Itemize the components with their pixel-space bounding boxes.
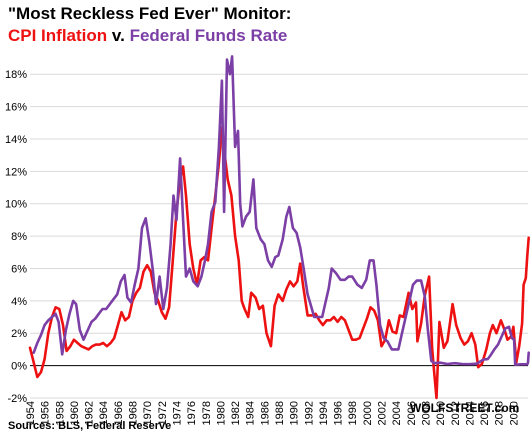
x-tick-label: 2004 xyxy=(391,401,403,425)
x-tick-label: 1960 xyxy=(69,401,81,425)
x-tick-label: 2018 xyxy=(494,401,506,425)
x-tick-label: 1964 xyxy=(98,401,110,425)
y-tick-label: 2% xyxy=(11,328,27,340)
x-tick-label: 1998 xyxy=(347,401,359,425)
chart-title: "Most Reckless Fed Ever" Monitor: CPI In… xyxy=(8,4,291,46)
x-tick-label: 1974 xyxy=(172,401,184,425)
x-tick-label: 2006 xyxy=(406,401,418,425)
y-tick-label: 12% xyxy=(5,166,27,178)
subtitle-cpi-label: CPI Inflation xyxy=(8,26,108,45)
y-tick-label: 6% xyxy=(11,263,27,275)
x-tick-label: 1988 xyxy=(274,401,286,425)
x-tick-label: 2012 xyxy=(450,401,462,425)
y-tick-label: 10% xyxy=(5,199,27,211)
x-tick-label: 1968 xyxy=(128,401,140,425)
x-tick-label: 1986 xyxy=(259,401,271,425)
x-tick-label: 1956 xyxy=(40,401,52,425)
x-tick-label: 1984 xyxy=(245,401,257,425)
x-tick-label: 2014 xyxy=(464,401,476,425)
y-tick-label: 4% xyxy=(11,296,27,308)
x-tick-label: 2010 xyxy=(435,401,447,425)
x-tick-label: 2008 xyxy=(421,401,433,425)
y-tick-label: 16% xyxy=(5,102,27,114)
subtitle-ffr-label: Federal Funds Rate xyxy=(129,26,288,45)
y-tick-label: 0% xyxy=(11,361,27,373)
x-tick-label: 1990 xyxy=(289,401,301,425)
x-tick-label: 1996 xyxy=(333,401,345,425)
y-tick-label: 14% xyxy=(5,134,27,146)
x-tick-label: 1978 xyxy=(201,401,213,425)
x-tick-label: 1966 xyxy=(113,401,125,425)
x-tick-label: 2000 xyxy=(362,401,374,425)
x-tick-label: 1962 xyxy=(84,401,96,425)
x-tick-label: 1982 xyxy=(230,401,242,425)
federal-funds-rate-line xyxy=(32,55,530,367)
x-tick-label: 1980 xyxy=(215,401,227,425)
x-tick-label: 1954 xyxy=(25,401,37,425)
chart-title-line1: "Most Reckless Fed Ever" Monitor: xyxy=(8,4,292,23)
x-tick-label: 1976 xyxy=(186,401,198,425)
subtitle-connector: v. xyxy=(111,26,125,45)
x-tick-label: 2016 xyxy=(479,401,491,425)
x-tick-label: 1958 xyxy=(54,401,66,425)
cpi-inflation-line xyxy=(28,126,530,400)
x-tick-label: 2002 xyxy=(377,401,389,425)
brand-watermark: WOLFSTREET.com xyxy=(410,401,520,415)
x-tick-label: 2020 xyxy=(508,401,520,425)
x-tick-label: 1994 xyxy=(318,401,330,425)
y-tick-label: 18% xyxy=(5,69,27,81)
source-note: Sources: BLS, Federal Reserve xyxy=(8,420,172,432)
y-tick-label: 8% xyxy=(11,231,27,243)
y-tick-label: -2% xyxy=(7,393,27,405)
chart-subtitle: CPI Inflation v. Federal Funds Rate xyxy=(8,26,291,46)
x-tick-label: 1970 xyxy=(142,401,154,425)
x-tick-label: 1972 xyxy=(157,401,169,425)
x-tick-label: 1992 xyxy=(303,401,315,425)
